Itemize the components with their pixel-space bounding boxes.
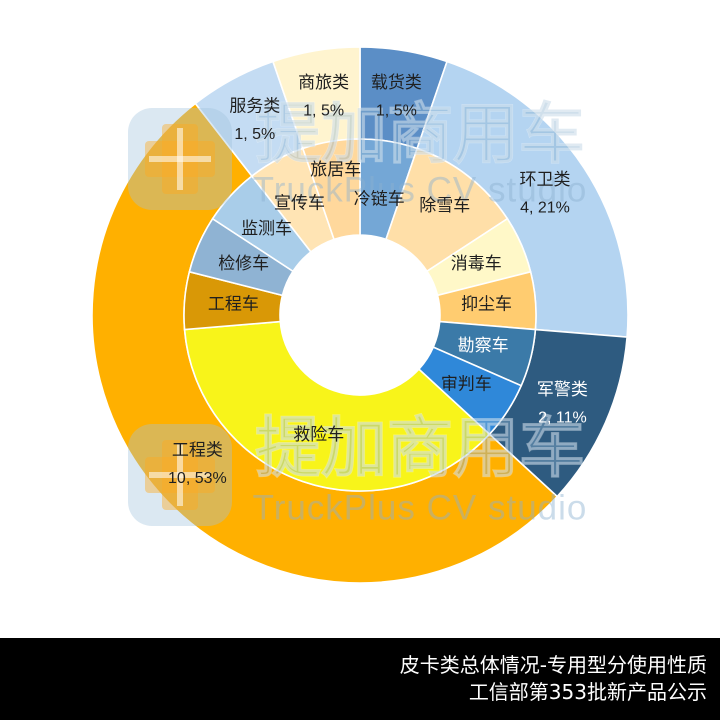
subcategory-label: 检修车 — [218, 254, 269, 274]
subcategory-slice-12 — [301, 138, 361, 241]
subcategory-label: 抑尘车 — [461, 295, 512, 315]
caption-bar: 皮卡类总体情况-专用型分使用性质 工信部第353批新产品公示 — [0, 638, 720, 720]
subcategory-label: 冷链车 — [354, 190, 405, 210]
caption-source: 工信部第353批新产品公示 — [468, 680, 707, 704]
subcategory-label: 消毒车 — [451, 254, 502, 274]
subcategory-label: 监测车 — [241, 219, 292, 239]
category-label: 服务类 — [229, 97, 280, 117]
subcategory-ring — [183, 138, 537, 492]
category-data-label: 10, 53% — [168, 470, 227, 487]
subcategory-label: 除雪车 — [419, 196, 470, 216]
category-label: 商旅类 — [298, 73, 349, 93]
category-label: 环卫类 — [520, 170, 571, 190]
category-data-label: 1, 5% — [376, 103, 417, 120]
category-data-label: 1, 5% — [303, 103, 344, 120]
subcategory-label: 勘察车 — [458, 336, 509, 356]
subcategory-label: 工程车 — [208, 295, 259, 315]
category-label: 军警类 — [537, 380, 588, 400]
category-data-label: 1, 5% — [234, 126, 275, 143]
subcategory-label: 救险车 — [293, 425, 344, 445]
sunburst-chart: 提加商用车 TruckPlus CV studio 提加商用车 TruckPlu… — [91, 46, 629, 584]
caption-title: 皮卡类总体情况-专用型分使用性质 — [399, 653, 707, 677]
subcategory-slice-7 — [183, 320, 491, 492]
subcategory-label: 旅居车 — [310, 160, 361, 180]
category-ring — [91, 46, 629, 584]
subcategory-label: 审判车 — [441, 374, 492, 394]
subcategory-label: 宣传车 — [274, 193, 325, 213]
category-data-label: 4, 21% — [520, 200, 570, 217]
category-data-label: 2, 11% — [538, 409, 587, 426]
category-label: 载货类 — [371, 73, 422, 93]
category-label: 工程类 — [172, 441, 223, 461]
